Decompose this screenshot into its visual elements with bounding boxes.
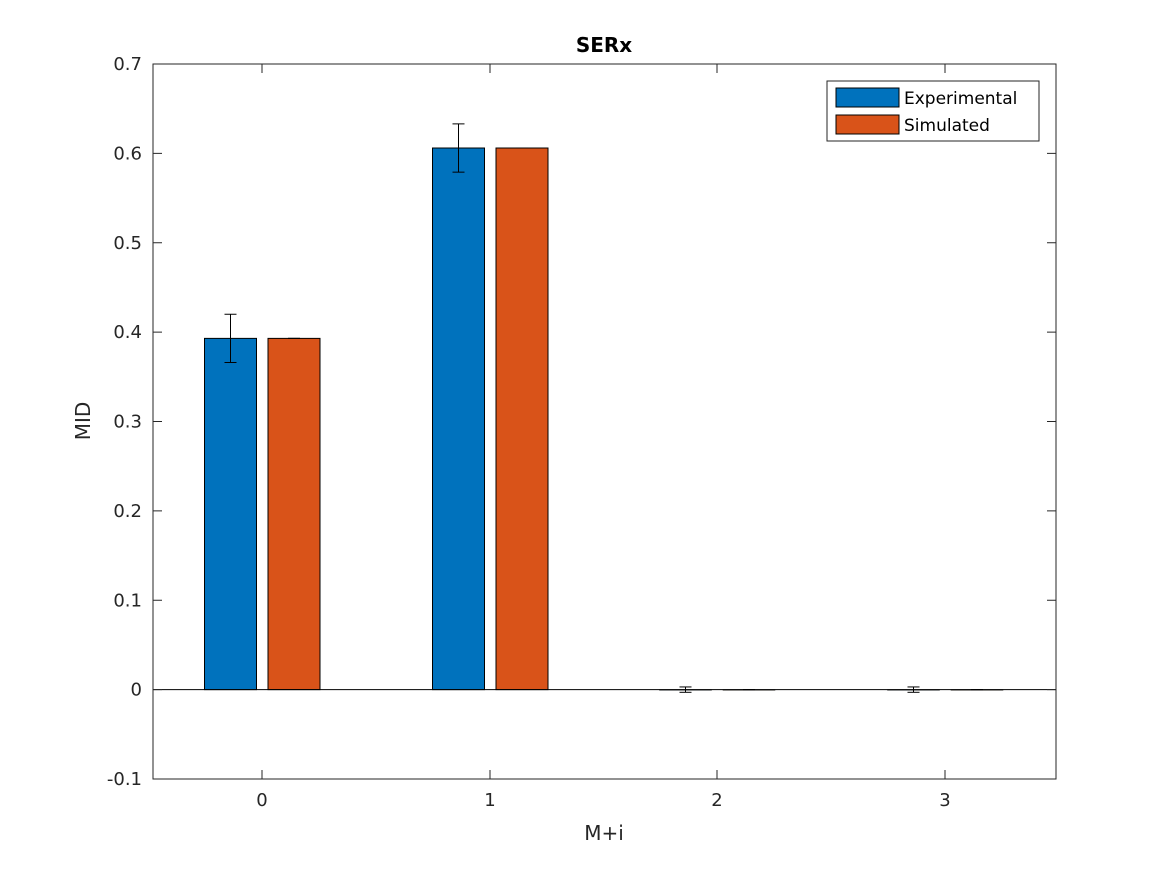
bars-group <box>204 147 1004 691</box>
axes-box <box>152 63 1057 780</box>
x-tick-label-2: 2 <box>711 790 722 811</box>
y-tick-label-0.3: 0.3 <box>113 412 142 433</box>
y-tick-label-0.5: 0.5 <box>113 233 142 254</box>
legend-swatch-simulated <box>835 114 900 135</box>
y-ticks-group: -0.1 0 0.1 0.2 0.3 0.4 0.5 0.6 0.7 <box>107 54 1056 790</box>
x-tick-label-0: 0 <box>256 790 267 811</box>
error-bar-experimental-1 <box>452 123 465 173</box>
legend-label-simulated: Simulated <box>904 116 990 136</box>
legend: Experimental Simulated <box>826 80 1040 142</box>
y-tick-label-0.1: 0.1 <box>113 590 142 611</box>
y-tick-label-0.4: 0.4 <box>113 322 142 343</box>
legend-swatch-experimental <box>835 87 900 108</box>
y-tick-label-0.6: 0.6 <box>113 143 142 164</box>
x-ticks-group: 0 1 2 3 <box>256 64 951 811</box>
chart-title: SERx <box>576 33 632 57</box>
y-tick-label-0.2: 0.2 <box>113 501 142 522</box>
bar-simulated-0 <box>267 337 321 691</box>
bar-experimental-0 <box>204 337 257 691</box>
x-tick-label-1: 1 <box>484 790 495 811</box>
y-tick-label-0: 0 <box>131 680 142 701</box>
error-bar-experimental-0 <box>224 313 237 364</box>
y-tick-label-0.7: 0.7 <box>113 54 142 75</box>
legend-label-experimental: Experimental <box>904 89 1017 109</box>
bar-simulated-1 <box>495 147 549 691</box>
y-axis-label: MID <box>71 402 95 441</box>
x-axis-label: M+i <box>584 821 624 845</box>
bar-experimental-1 <box>432 147 485 691</box>
x-tick-label-3: 3 <box>939 790 950 811</box>
y-tick-label--0.1: -0.1 <box>107 769 142 790</box>
